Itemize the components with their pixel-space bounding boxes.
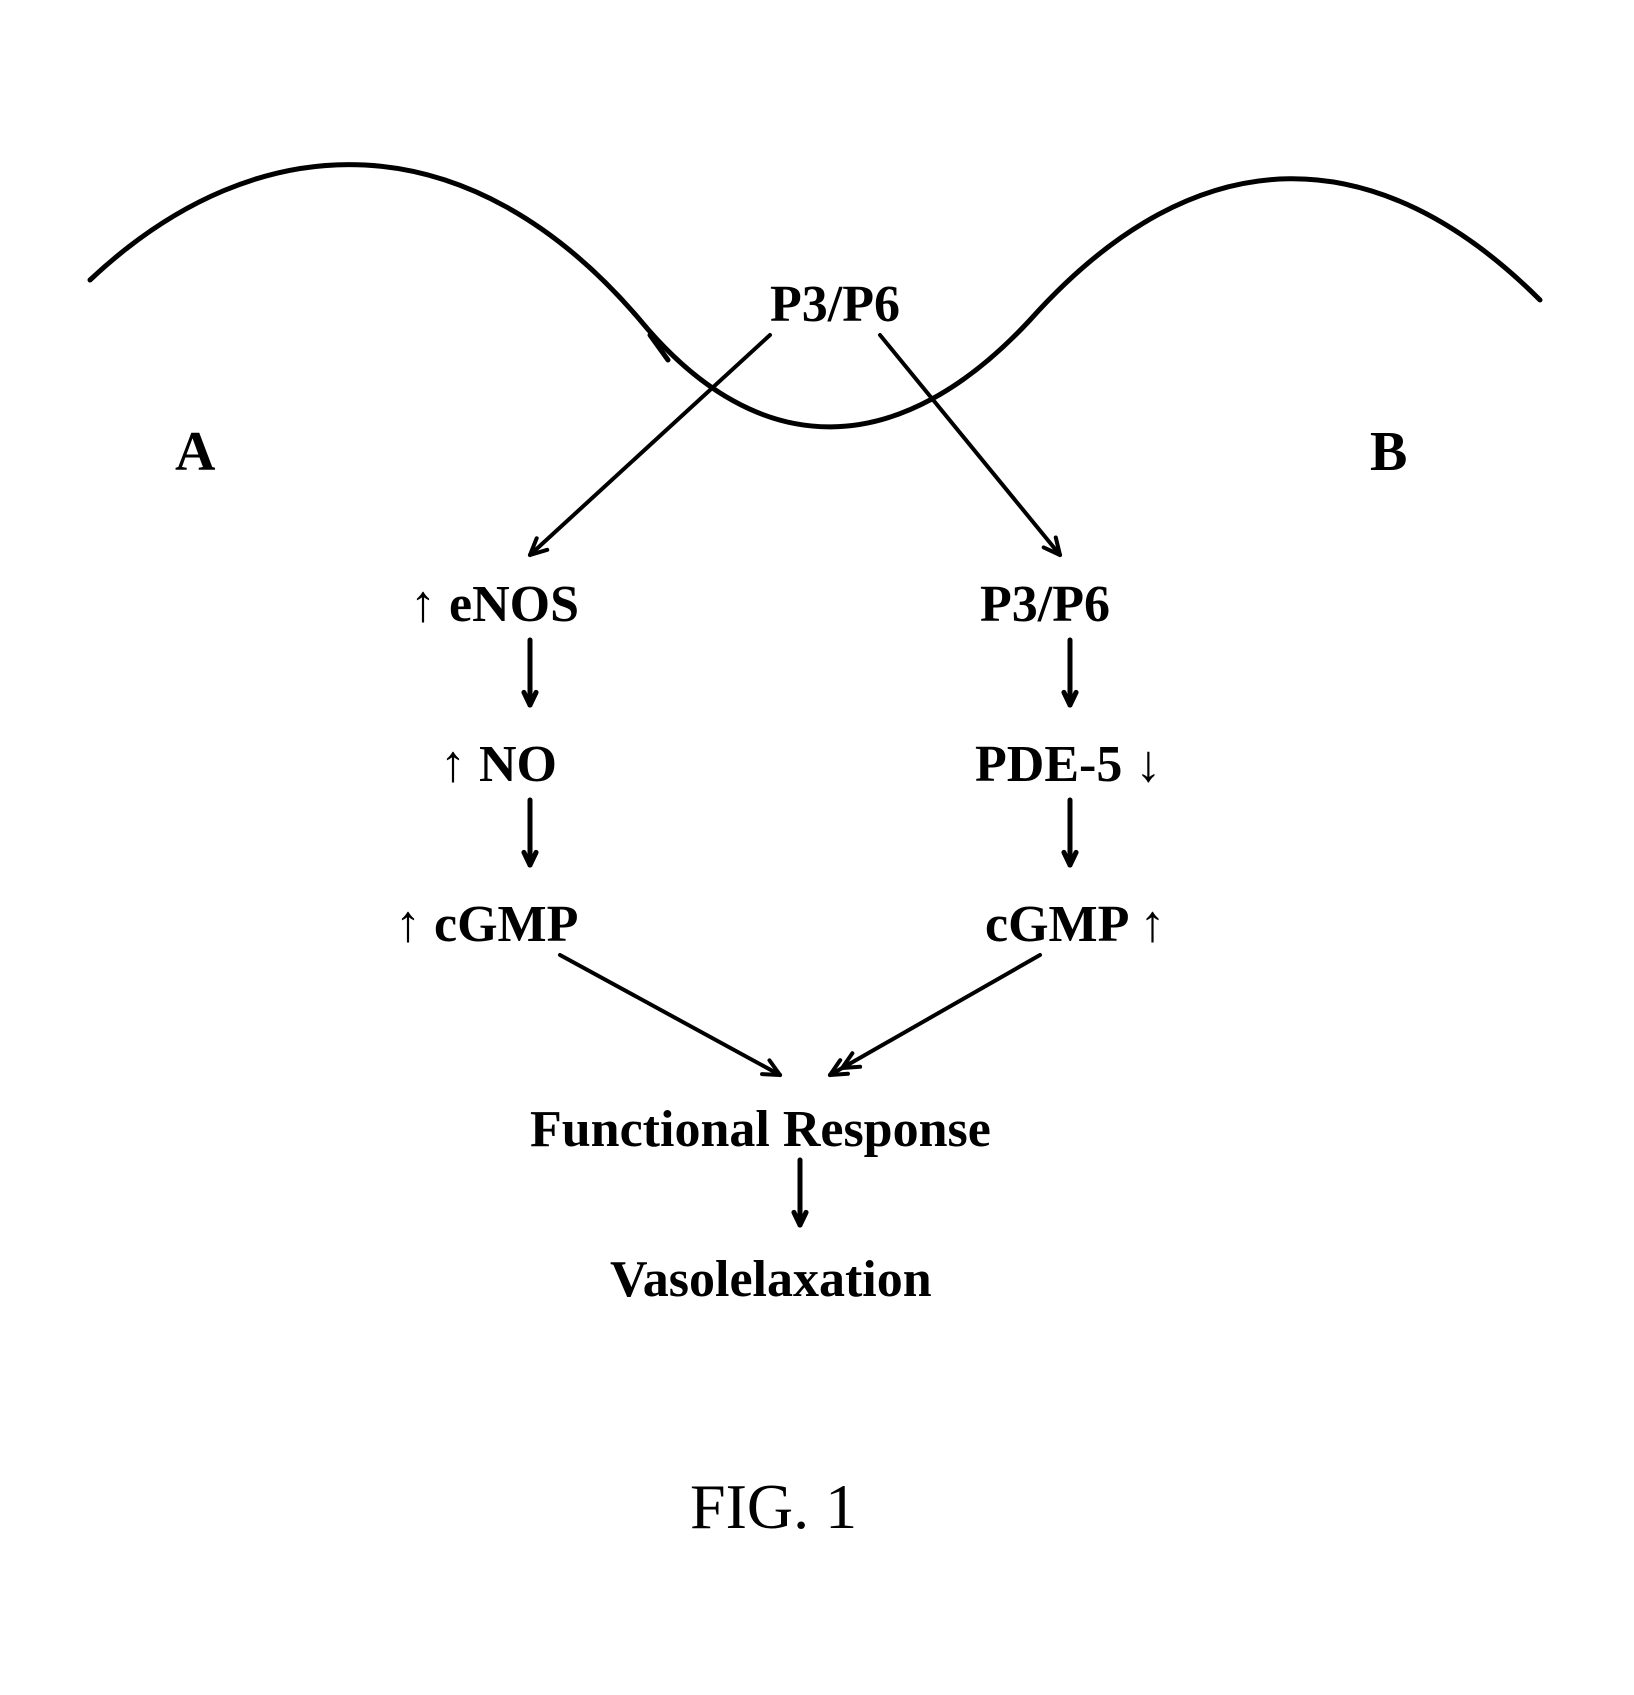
node-top-p3p6: P3/P6 xyxy=(770,275,900,334)
vector-overlay xyxy=(0,0,1634,1695)
node-vasorelax: Vasolelaxation xyxy=(610,1250,932,1309)
side-label-a: A xyxy=(175,420,215,484)
node-a-no: ↑ NO xyxy=(440,735,557,794)
node-b-cgmp: cGMP ↑ xyxy=(985,895,1166,954)
side-label-b: B xyxy=(1370,420,1407,484)
node-b-pde5: PDE-5 ↓ xyxy=(975,735,1161,794)
node-b-p3p6: P3/P6 xyxy=(980,575,1110,634)
diagram-stage: P3/P6 A B ↑ eNOS ↑ NO ↑ cGMP P3/P6 PDE-5… xyxy=(0,0,1634,1695)
node-a-enos: ↑ eNOS xyxy=(410,575,579,634)
node-functional: Functional Response xyxy=(530,1100,991,1159)
node-a-cgmp: ↑ cGMP xyxy=(395,895,578,954)
figure-caption: FIG. 1 xyxy=(690,1470,857,1544)
